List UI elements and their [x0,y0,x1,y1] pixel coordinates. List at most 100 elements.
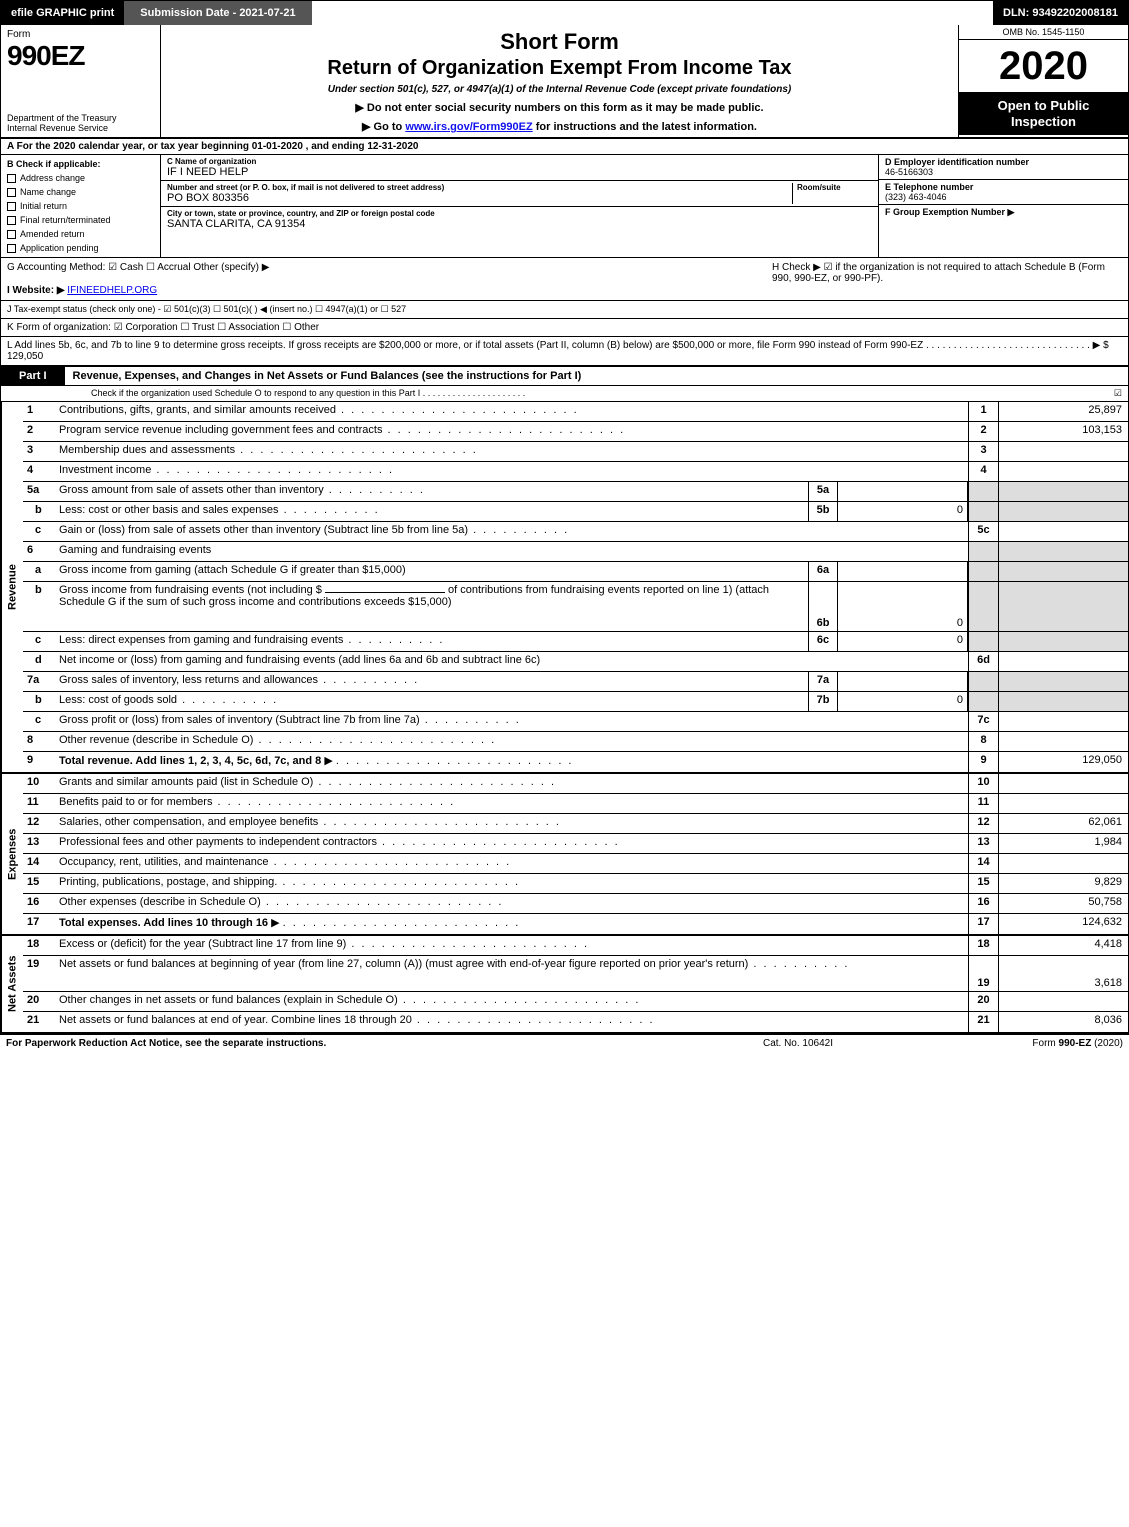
line-8: 8 Other revenue (describe in Schedule O)… [23,732,1128,752]
line-val [998,794,1128,813]
expenses-section: Expenses 10 Grants and similar amounts p… [1,774,1128,936]
line-desc: Other revenue (describe in Schedule O) [55,732,968,751]
line-rnum: 3 [968,442,998,461]
part1-sub-check: ☑ [1114,388,1122,399]
chk-address-label: Address change [20,173,85,183]
line-desc: Net assets or fund balances at beginning… [55,956,968,991]
sidebar-expenses: Expenses [1,774,23,934]
line-num: b [23,502,55,521]
line-7b: b Less: cost of goods sold 7b 0 [23,692,1128,712]
chk-final[interactable]: Final return/terminated [7,215,154,225]
row-l-gross-receipts: L Add lines 5b, 6c, and 7b to line 9 to … [1,337,1128,367]
form-header: Form 990EZ Department of the Treasury In… [1,25,1128,139]
city-label: City or town, state or province, country… [167,209,872,218]
line-rnum-shade [968,562,998,581]
line-rnum: 8 [968,732,998,751]
chk-amended[interactable]: Amended return [7,229,154,239]
irs-link[interactable]: www.irs.gov/Form990EZ [405,121,532,133]
revenue-section: Revenue 1 Contributions, gifts, grants, … [1,402,1128,774]
line-desc: Gross income from fundraising events (no… [55,582,808,631]
checkbox-icon [7,216,16,225]
cell-org-name: C Name of organization IF I NEED HELP [161,155,878,181]
l-text: L Add lines 5b, 6c, and 7b to line 9 to … [7,340,1109,351]
line-num: a [23,562,55,581]
line-rval-shade [998,502,1128,521]
l6b-d1: Gross income from fundraising events (no… [59,584,322,596]
line-desc: Gain or (loss) from sale of assets other… [55,522,968,541]
line-18: 18 Excess or (deficit) for the year (Sub… [23,936,1128,956]
chk-name-label: Name change [20,187,76,197]
line-num: d [23,652,55,671]
g-text: G Accounting Method: ☑ Cash ☐ Accrual Ot… [7,262,732,273]
row-j-tax-exempt: J Tax-exempt status (check only one) - ☑… [1,301,1128,319]
part1-sub-text: Check if the organization used Schedule … [91,388,1114,399]
line-17: 17 Total expenses. Add lines 10 through … [23,914,1128,934]
line-rnum: 15 [968,874,998,893]
room-label: Room/suite [797,183,872,192]
addr-label: Number and street (or P. O. box, if mail… [167,183,792,192]
ein-value: 46-5166303 [885,167,1122,177]
efile-print-label[interactable]: efile GRAPHIC print [1,1,124,25]
line-desc: Net assets or fund balances at end of ye… [55,1012,968,1032]
chk-pending[interactable]: Application pending [7,243,154,253]
l17-bold: Total expenses. Add lines 10 through 16 [59,917,268,929]
line-num: 18 [23,936,55,955]
line-desc: Benefits paid to or for members [55,794,968,813]
ssn-warning: ▶ Do not enter social security numbers o… [167,101,952,114]
line-6b: b Gross income from fundraising events (… [23,582,1128,632]
line-16: 16 Other expenses (describe in Schedule … [23,894,1128,914]
checkbox-icon [7,202,16,211]
org-city: SANTA CLARITA, CA 91354 [167,218,872,230]
header-right: OMB No. 1545-1150 2020 Open to Public In… [958,25,1128,137]
line-num: b [23,692,55,711]
line-6: 6 Gaming and fundraising events [23,542,1128,562]
line-num: 21 [23,1012,55,1032]
line-mid-num: 5b [808,502,838,521]
dept-treasury: Department of the Treasury [7,113,154,123]
goto-line: ▶ Go to www.irs.gov/Form990EZ for instru… [167,120,952,133]
f-label: F Group Exemption Number ▶ [885,207,1014,217]
line-val [998,774,1128,793]
line-val: 25,897 [998,402,1128,421]
section-b: B Check if applicable: Address change Na… [1,155,1128,258]
line-3: 3 Membership dues and assessments 3 [23,442,1128,462]
form-label: Form [7,29,154,40]
l6b-blank [325,592,445,593]
chk-address[interactable]: Address change [7,173,154,183]
line-val [998,442,1128,461]
line-val [998,854,1128,873]
website-link[interactable]: IFINEEDHELP.ORG [67,285,157,296]
line-num: 16 [23,894,55,913]
line-12: 12 Salaries, other compensation, and emp… [23,814,1128,834]
line-mid-val: 0 [838,692,968,711]
line-2: 2 Program service revenue including gove… [23,422,1128,442]
line-val: 3,618 [998,956,1128,991]
row-k-form-org: K Form of organization: ☑ Corporation ☐ … [1,319,1128,337]
line-mid-num: 7a [808,672,838,691]
chk-initial[interactable]: Initial return [7,201,154,211]
arrow-icon [271,917,283,929]
line-rnum: 21 [968,1012,998,1032]
line-mid-val: 0 [838,632,968,651]
line-num: b [23,582,55,631]
inspect-l2: Inspection [963,114,1124,130]
line-num: 6 [23,542,55,561]
row-a-tax-year: A For the 2020 calendar year, or tax yea… [1,139,1128,155]
chk-name[interactable]: Name change [7,187,154,197]
line-20: 20 Other changes in net assets or fund b… [23,992,1128,1012]
tax-year: 2020 [959,40,1128,92]
sidebar-revenue: Revenue [1,402,23,772]
l-amount: 129,050 [7,351,43,362]
line-rnum: 16 [968,894,998,913]
line-rnum: 4 [968,462,998,481]
line-rnum: 20 [968,992,998,1011]
line-mid-num: 6b [808,582,838,631]
line-rnum-shade [968,692,998,711]
goto-pre: ▶ Go to [362,121,405,133]
part1-sub: Check if the organization used Schedule … [1,386,1128,402]
line-rnum: 18 [968,936,998,955]
line-desc: Other expenses (describe in Schedule O) [55,894,968,913]
page-footer: For Paperwork Reduction Act Notice, see … [0,1035,1129,1052]
line-num: c [23,632,55,651]
section-text: Under section 501(c), 527, or 4947(a)(1)… [167,84,952,95]
